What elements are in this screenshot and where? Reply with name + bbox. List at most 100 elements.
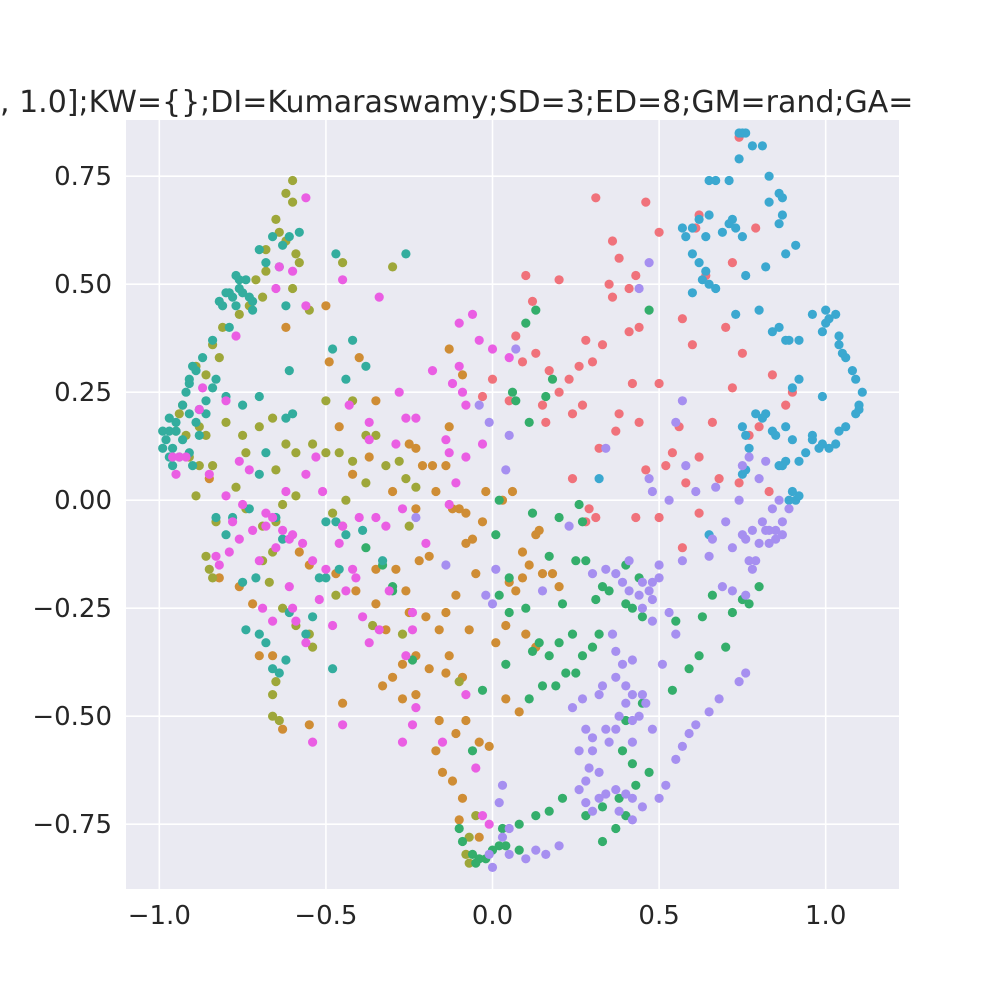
data-point (647, 486, 658, 497)
data-point (248, 525, 258, 536)
data-point (261, 638, 271, 648)
data-point (771, 430, 781, 440)
y-tick-label: 0.75 (54, 162, 112, 192)
data-point (304, 720, 314, 730)
data-point (328, 508, 338, 518)
data-point (517, 573, 528, 583)
data-point (464, 625, 474, 635)
data-point (777, 530, 788, 540)
data-point (401, 413, 411, 423)
data-point (637, 577, 648, 587)
data-point (397, 694, 408, 704)
x-axis-ticks: −1.0 −0.5 0.0 0.5 1.0 (128, 901, 847, 931)
data-point (411, 512, 421, 523)
data-point (171, 417, 181, 427)
data-point (511, 586, 521, 596)
data-point (371, 512, 381, 523)
data-point (554, 638, 564, 648)
data-point (634, 283, 644, 294)
data-point (514, 845, 524, 855)
data-point (554, 275, 564, 285)
data-point (477, 517, 488, 527)
data-point (467, 534, 478, 544)
data-point (477, 391, 488, 402)
x-tick-label: −1.0 (128, 901, 191, 931)
data-point (694, 258, 704, 268)
data-point (677, 314, 688, 324)
data-point (308, 642, 318, 652)
data-point (441, 560, 451, 570)
data-point (834, 426, 844, 436)
data-point (744, 443, 754, 453)
data-point (614, 253, 624, 263)
data-point (634, 322, 644, 332)
data-point (348, 564, 358, 574)
data-point (647, 724, 658, 734)
data-point (694, 508, 704, 518)
data-point (421, 612, 431, 622)
data-point (211, 512, 221, 523)
data-point (164, 426, 174, 436)
data-point (637, 690, 648, 700)
data-point (384, 586, 394, 596)
x-tick-label: 0.0 (472, 901, 513, 931)
data-point (231, 270, 241, 281)
data-point (318, 486, 328, 497)
data-point (564, 521, 574, 531)
data-point (681, 461, 691, 471)
data-point (494, 841, 504, 851)
data-point (704, 210, 714, 220)
data-point (301, 629, 311, 639)
data-point (174, 452, 184, 462)
data-point (574, 361, 584, 371)
data-point (524, 560, 534, 570)
data-point (594, 629, 604, 639)
data-point (274, 227, 284, 237)
data-point (254, 422, 264, 432)
data-point (437, 737, 448, 747)
data-point (717, 227, 728, 237)
data-point (794, 456, 804, 466)
data-point (201, 430, 211, 440)
data-point (477, 439, 488, 449)
data-point (647, 594, 658, 605)
data-point (641, 698, 651, 708)
data-point (397, 504, 408, 514)
data-point (644, 474, 654, 484)
data-point (201, 551, 211, 561)
data-point (474, 335, 484, 345)
data-point (211, 551, 221, 561)
data-point (461, 849, 471, 860)
data-point (281, 301, 291, 311)
data-point (271, 543, 281, 553)
data-point (411, 413, 421, 423)
data-point (321, 564, 331, 574)
data-point (717, 582, 728, 592)
data-point (338, 521, 348, 531)
data-point (487, 599, 498, 609)
data-point (731, 223, 741, 233)
data-point (531, 811, 541, 821)
data-point (284, 232, 294, 242)
data-point (754, 305, 764, 315)
data-point (531, 348, 541, 358)
data-point (471, 763, 481, 773)
data-point (454, 318, 464, 328)
data-point (687, 223, 698, 233)
data-point (461, 538, 471, 549)
data-point (567, 629, 578, 639)
data-point (601, 724, 611, 734)
data-point (268, 711, 278, 721)
plot-background (126, 120, 899, 889)
data-point (504, 430, 514, 440)
data-point (204, 564, 214, 574)
data-point (614, 711, 624, 721)
data-point (611, 672, 621, 682)
data-point (741, 668, 751, 678)
data-point (411, 690, 421, 700)
data-point (321, 573, 331, 583)
data-point (244, 504, 254, 514)
data-point (487, 344, 498, 354)
data-point (381, 461, 391, 471)
data-point (564, 374, 574, 384)
